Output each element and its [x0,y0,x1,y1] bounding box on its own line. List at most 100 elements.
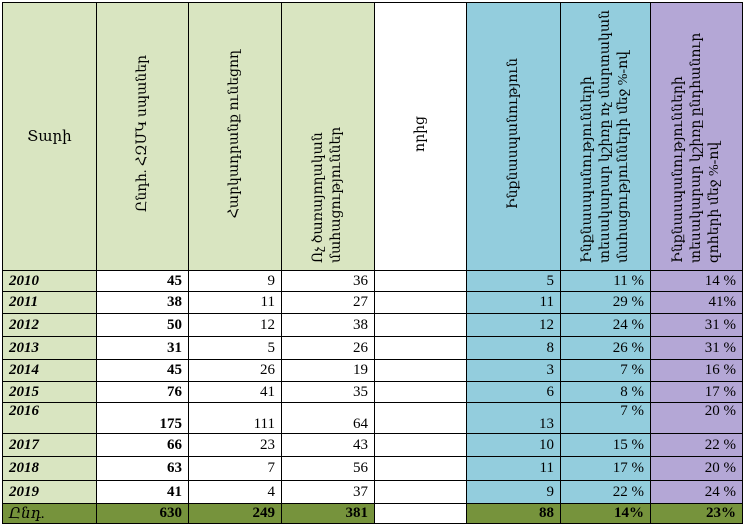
table-row: 2014 45 26 19 3 7 % 16 % [2,359,743,382]
table-row: 2019 41 4 37 9 22 % 24 % [2,480,743,504]
header-year: Տարի [2,2,97,271]
header-contractual-label: Հարկադրանք ունեցող [227,49,242,219]
row-suicides: 8 [466,336,561,360]
row-other [374,402,467,434]
row-suicides: 12 [466,313,561,337]
total-contractual: 249 [188,503,282,524]
row-year: 2015 [2,381,97,403]
row-total: 76 [96,381,189,403]
total-non-contractual: 381 [281,503,375,524]
row-suicides: 6 [466,381,561,403]
row-suicides: 5 [466,270,561,292]
header-suicide-share-total-label: Ինքնասպանությունների տեսակարար կշիռը ընդ… [670,32,722,263]
row-total: 66 [96,433,189,457]
row-total: 50 [96,313,189,337]
header-contractual: Հարկադրանք ունեցող [188,2,282,271]
row-total: 38 [96,291,189,314]
row-year: 2016 [2,402,97,434]
row-pct-total: 41% [650,291,743,314]
total-row: Ընդ. 630 249 381 88 14% 23% [2,503,743,524]
table-body: 2010 45 9 36 5 11 % 14 % 2011 38 11 27 1… [2,270,743,524]
row-suicides: 3 [466,359,561,382]
row-total: 31 [96,336,189,360]
row-contractual: 23 [188,433,282,457]
row-year: 2014 [2,359,97,382]
row-year: 2011 [2,291,97,314]
total-label: Ընդ. [2,503,97,524]
row-non-contractual: 35 [281,381,375,403]
row-pct-noncombat: 8 % [560,381,651,403]
row-pct-total: 24 % [650,480,743,504]
row-other [374,336,467,360]
total-suicides: 88 [466,503,561,524]
header-suicides-label: Ինքնասպանություն [505,58,521,210]
row-pct-total: 16 % [650,359,743,382]
header-other: որից [374,2,467,271]
total-pct-noncombat: 14% [560,503,651,524]
header-suicide-share-total: Ինքնասպանությունների տեսակարար կշիռը ընդ… [650,2,743,271]
row-pct-noncombat: 24 % [560,313,651,337]
row-other [374,270,467,292]
row-pct-noncombat: 26 % [560,336,651,360]
header-total-label: Ընդհ. ՀԶՄԿ սպաներ [134,55,150,213]
table-row: 2015 76 41 35 6 8 % 17 % [2,381,743,403]
header-other-label: որից [412,116,428,152]
row-non-contractual: 27 [281,291,375,314]
row-other [374,381,467,403]
row-non-contractual: 37 [281,480,375,504]
row-suicides: 11 [466,291,561,314]
row-non-contractual: 36 [281,270,375,292]
row-pct-noncombat: 29 % [560,291,651,314]
row-year: 2012 [2,313,97,337]
row-pct-total: 22 % [650,433,743,457]
row-non-contractual: 26 [281,336,375,360]
header-year-label: Տարի [27,129,72,145]
row-total: 45 [96,359,189,382]
row-pct-noncombat: 7 % [560,359,651,382]
row-year: 2013 [2,336,97,360]
row-suicides: 11 [466,456,561,481]
table-row: 2011 38 11 27 11 29 % 41% [2,291,743,314]
total-other [374,503,467,524]
row-contractual: 7 [188,456,282,481]
row-other [374,456,467,481]
row-pct-noncombat: 7 % [560,402,651,434]
row-contractual: 111 [188,402,282,434]
row-other [374,313,467,337]
header-non-contractual-label: Ոչ ծառայողական մահացություններ [311,126,344,263]
table-row: 2012 50 12 38 12 24 % 31 % [2,313,743,337]
row-year: 2017 [2,433,97,457]
table-row: 2017 66 23 43 10 15 % 22 % [2,433,743,457]
row-contractual: 26 [188,359,282,382]
row-contractual: 4 [188,480,282,504]
row-non-contractual: 64 [281,402,375,434]
row-year: 2019 [2,480,97,504]
row-non-contractual: 56 [281,456,375,481]
table-row: 2010 45 9 36 5 11 % 14 % [2,270,743,292]
row-contractual: 9 [188,270,282,292]
header-suicide-share-noncombat-label: Ինքնասպանությունների տեսակարար կշիռը ոչ … [579,9,631,263]
row-other [374,359,467,382]
row-pct-total: 20 % [650,456,743,481]
total-pct-total: 23% [650,503,743,524]
header-suicides: Ինքնասպանություն [466,2,561,271]
row-contractual: 41 [188,381,282,403]
row-suicides: 9 [466,480,561,504]
table-row: 2018 63 7 56 11 17 % 20 % [2,456,743,481]
row-year: 2018 [2,456,97,481]
table-row: 2013 31 5 26 8 26 % 31 % [2,336,743,360]
row-pct-noncombat: 11 % [560,270,651,292]
row-pct-noncombat: 22 % [560,480,651,504]
row-total: 45 [96,270,189,292]
row-contractual: 12 [188,313,282,337]
row-pct-total: 31 % [650,336,743,360]
row-year: 2010 [2,270,97,292]
row-pct-total: 14 % [650,270,743,292]
row-suicides: 13 [466,402,561,434]
header-non-contractual: Ոչ ծառայողական մահացություններ [281,2,375,271]
row-other [374,480,467,504]
row-pct-total: 20 % [650,402,743,434]
row-pct-total: 31 % [650,313,743,337]
total-total: 630 [96,503,189,524]
header-row: Տարի Ընդհ. ՀԶՄԿ սպաներ Հարկադրանք ունեցո… [2,2,743,271]
